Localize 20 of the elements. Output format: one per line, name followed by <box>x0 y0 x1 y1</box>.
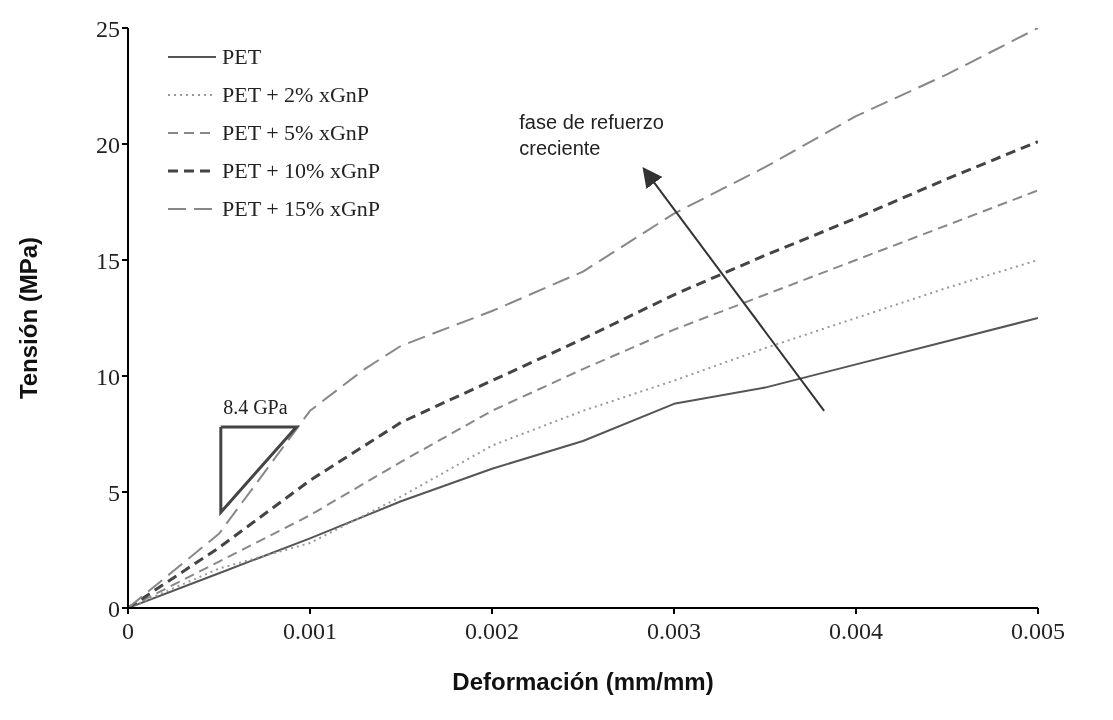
x-tick-label: 0.001 <box>283 618 337 645</box>
y-tick-label: 0 <box>108 595 120 622</box>
y-tick-label: 15 <box>96 247 120 274</box>
y-tick-label: 25 <box>96 15 120 42</box>
y-tick-label: 5 <box>108 479 120 506</box>
x-tick-label: 0.004 <box>829 618 883 645</box>
annotation: 8.4 GPa <box>223 395 288 418</box>
legend-label: PET + 10% xGnP <box>222 158 381 184</box>
y-axis-title: Tensión (MPa) <box>14 236 42 400</box>
legend-label: PET + 5% xGnP <box>222 120 370 146</box>
x-tick-label: 0.003 <box>647 618 701 645</box>
legend-label: PET <box>222 44 262 70</box>
x-tick-label: 0.002 <box>465 618 519 645</box>
annotation: fase de refuerzo creciente <box>519 110 665 162</box>
x-axis-title: Deformación (mm/mm) <box>452 668 714 695</box>
legend-label: PET + 2% xGnP <box>222 82 370 108</box>
legend-label: PET + 15% xGnP <box>222 196 381 222</box>
x-tick-label: 0.005 <box>1011 618 1065 645</box>
y-tick-label: 20 <box>96 131 120 158</box>
y-tick-label: 10 <box>96 363 120 390</box>
